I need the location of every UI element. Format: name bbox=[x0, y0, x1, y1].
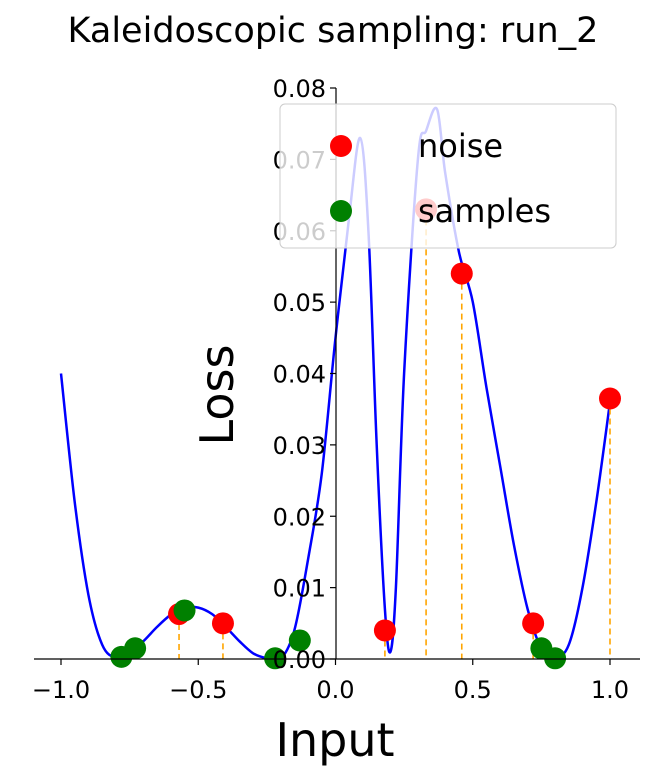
y-axis-label: Loss bbox=[190, 345, 244, 446]
y-tick-label: 0.01 bbox=[273, 575, 326, 603]
noise-point bbox=[211, 612, 234, 635]
legend-noise-marker bbox=[330, 135, 352, 157]
legend: noise samples bbox=[279, 103, 617, 249]
noise-point bbox=[373, 619, 396, 642]
noise-point bbox=[599, 387, 621, 410]
x-tick-label: 1.0 bbox=[591, 676, 629, 704]
y-tick-label: 0.08 bbox=[273, 75, 326, 103]
y-tick-label: 0.02 bbox=[273, 503, 326, 531]
stems-layer bbox=[178, 209, 611, 659]
x-tick-label: 0.0 bbox=[316, 676, 354, 704]
chart-title: Kaleidoscopic sampling: run_2 bbox=[68, 11, 599, 51]
y-tick-label: 0.03 bbox=[273, 432, 326, 460]
samples-point bbox=[288, 629, 311, 652]
x-ticks: −1.0 −0.5 0.0 0.5 1.0 bbox=[32, 659, 629, 704]
legend-box bbox=[279, 103, 617, 249]
samples-point bbox=[544, 647, 567, 670]
x-tick-label: −0.5 bbox=[169, 676, 227, 704]
x-tick-label: 0.5 bbox=[454, 676, 492, 704]
points-layer bbox=[110, 198, 621, 670]
x-axis-label: Input bbox=[275, 713, 394, 767]
y-tick-label: 0.04 bbox=[273, 361, 326, 389]
samples-point bbox=[124, 637, 147, 660]
x-tick-label: −1.0 bbox=[32, 676, 90, 704]
legend-samples-label: samples bbox=[418, 192, 551, 230]
y-tick-label: 0.05 bbox=[273, 289, 326, 317]
samples-point bbox=[173, 599, 196, 622]
y-tick-label: 0.00 bbox=[273, 646, 326, 674]
legend-noise-label: noise bbox=[418, 127, 503, 165]
noise-point bbox=[450, 262, 473, 285]
legend-samples-marker bbox=[330, 200, 352, 222]
samples-point bbox=[264, 647, 287, 670]
noise-point bbox=[522, 612, 545, 635]
